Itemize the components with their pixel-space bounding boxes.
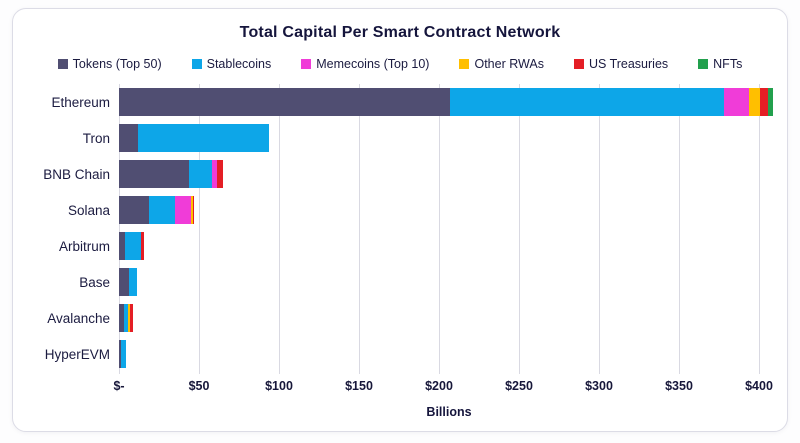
bar-row	[119, 300, 779, 336]
bar-segment	[119, 196, 150, 224]
gridline	[599, 84, 600, 374]
bar-row	[119, 264, 779, 300]
chart-body: Ethereum Tron BNB Chain Solana Arbitrum Base A…	[29, 84, 773, 374]
bar-segment	[174, 196, 191, 224]
bar-segment	[129, 268, 138, 296]
legend-item: Stablecoins	[191, 57, 272, 71]
bar-segment	[192, 196, 195, 224]
gridline	[759, 84, 760, 374]
bar-segment	[149, 196, 175, 224]
bar-segment	[119, 88, 451, 116]
gridline	[199, 84, 200, 374]
legend-swatch-icon	[301, 59, 312, 69]
category-label: Ethereum	[51, 94, 110, 110]
chart-card: Total Capital Per Smart Contract Network…	[12, 8, 788, 432]
bar-segment	[121, 340, 127, 368]
bar-segment	[119, 304, 124, 332]
bar-segment	[119, 124, 139, 152]
legend-item: Tokens (Top 50)	[57, 57, 162, 71]
gridline	[519, 84, 520, 374]
category-label: Base	[79, 274, 110, 290]
legend-label: Other RWAs	[474, 57, 544, 71]
chart-title: Total Capital Per Smart Contract Network	[239, 24, 561, 41]
legend-item: NFTs	[698, 57, 742, 71]
legend-item: US Treasuries	[573, 57, 669, 71]
bar-segment	[119, 232, 125, 260]
legend-label: Memecoins (Top 10)	[316, 57, 430, 71]
legend-label: NFTs	[713, 57, 743, 71]
x-tick-label: $50	[188, 379, 210, 393]
bar-segment	[748, 88, 760, 116]
legend-label: Stablecoins	[206, 57, 272, 71]
x-tick-label: $200	[425, 379, 453, 393]
gridline	[679, 84, 680, 374]
x-axis-title: Billions	[426, 405, 472, 419]
x-tick-label: $-	[113, 379, 125, 393]
category-label: Avalanche	[47, 310, 110, 326]
legend-swatch-icon	[573, 59, 584, 69]
x-tick-label: $150	[345, 379, 373, 393]
bar-segment	[119, 160, 189, 188]
bar-segment	[759, 88, 768, 116]
bar-row	[119, 228, 779, 264]
y-axis-labels: Ethereum Tron BNB Chain Solana Arbitrum Base A…	[29, 84, 119, 374]
legend-swatch-icon	[459, 59, 470, 69]
x-tick-label: $400	[745, 379, 773, 393]
bar-segment	[130, 304, 133, 332]
gridline	[119, 84, 120, 374]
x-tick-label: $250	[505, 379, 533, 393]
x-tick-label: $300	[585, 379, 613, 393]
bar-segment	[190, 196, 193, 224]
category-label: Solana	[67, 202, 110, 218]
category-label: BNB Chain	[43, 166, 110, 182]
bar-segment	[124, 232, 142, 260]
gridline	[359, 84, 360, 374]
bar-row	[119, 192, 779, 228]
bar-row	[119, 120, 779, 156]
x-axis: $- $50 $100 $150 $200 $250 $300 $350 $400	[113, 379, 779, 396]
bar-segment	[211, 160, 217, 188]
legend: Tokens (Top 50) Stablecoins Memecoins (Top…	[29, 57, 771, 71]
legend-swatch-icon	[57, 59, 68, 69]
legend-swatch-icon	[698, 59, 709, 69]
gridline	[279, 84, 280, 374]
category-label: Arbitrum	[58, 238, 110, 254]
bar-segment	[188, 160, 212, 188]
legend-swatch-icon	[191, 59, 202, 69]
bar-segment	[216, 160, 223, 188]
bar-row	[119, 84, 779, 120]
bar-segment	[123, 304, 128, 332]
bar-row	[119, 336, 779, 372]
gridline	[439, 84, 440, 374]
category-label: Tron	[82, 130, 110, 146]
x-tick-label: $350	[665, 379, 693, 393]
legend-label: Tokens (Top 50)	[72, 57, 162, 71]
legend-item: Memecoins (Top 10)	[301, 57, 429, 71]
bar-segment	[119, 268, 130, 296]
bar-row	[119, 156, 779, 192]
category-label: HyperEVM	[44, 346, 110, 362]
bar-segment	[450, 88, 724, 116]
bar-segment	[723, 88, 749, 116]
x-tick-label: $100	[265, 379, 293, 393]
bar-segment	[138, 124, 270, 152]
bar-segment	[141, 232, 144, 260]
plot-area	[119, 84, 779, 374]
bar-segment	[119, 340, 122, 368]
legend-item: Other RWAs	[459, 57, 544, 71]
bar-segment	[127, 304, 131, 332]
legend-label: US Treasuries	[588, 57, 669, 71]
bar-segment	[767, 88, 773, 116]
